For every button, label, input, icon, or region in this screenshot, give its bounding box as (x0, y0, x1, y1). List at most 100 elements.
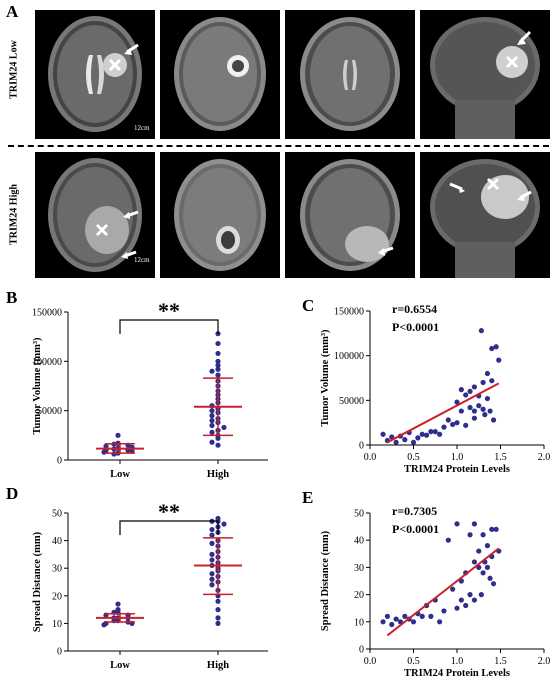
y-tick-label: 20 (52, 591, 62, 602)
data-point (445, 537, 451, 543)
y-tick-label: 50 (52, 509, 62, 520)
data-point (489, 526, 495, 532)
cross-marker (108, 58, 122, 72)
x-tick-label: 1.0 (451, 452, 464, 463)
data-point (209, 526, 215, 533)
row-label-trim24-high: TRIM24 High (8, 184, 20, 245)
cross-marker (486, 177, 500, 191)
mri-image-high-3 (285, 152, 415, 278)
data-point (215, 372, 221, 378)
y-tick-label: 10 (52, 619, 62, 630)
y-tick-label: 50000 (339, 396, 364, 407)
data-point (482, 412, 488, 418)
data-point (493, 344, 499, 350)
y-axis-label: Spread Distance (mm) (320, 530, 331, 631)
data-point (487, 408, 493, 414)
correlation-label: r=0.6554 (392, 302, 437, 316)
panel-letter-b: B (6, 288, 18, 307)
data-point (423, 432, 430, 438)
data-point (450, 421, 456, 428)
data-point (209, 413, 215, 419)
x-tick-label: 2.0 (538, 656, 551, 667)
data-point (490, 417, 497, 423)
scale-label: 12cm (134, 124, 150, 132)
data-point (484, 543, 491, 549)
data-point (471, 597, 477, 603)
x-tick-label: 2.0 (538, 452, 551, 463)
y-tick-label: 0 (359, 645, 364, 656)
data-point (441, 424, 447, 430)
data-point (209, 429, 215, 435)
data-point (410, 619, 417, 625)
data-point (480, 406, 486, 412)
y-axis-label: Tumor Volume (mm³) (32, 337, 43, 435)
data-point (478, 328, 484, 334)
y-tick-label: 0 (359, 441, 364, 452)
mri-image-high-1: 12cm (35, 152, 155, 278)
y-tick-label: 100000 (334, 351, 364, 362)
data-point (209, 557, 215, 563)
data-point (209, 540, 215, 546)
mri-image-high-2 (160, 152, 280, 278)
mri-image-low-4 (420, 10, 550, 139)
data-point (463, 602, 469, 609)
y-tick-label: 100000 (32, 357, 62, 368)
data-point (209, 576, 215, 582)
y-tick-label: 150000 (32, 308, 62, 319)
x-tick-label: High (207, 660, 229, 671)
mri-image-low-2 (160, 10, 280, 139)
data-point (463, 422, 469, 428)
y-tick-label: 0 (57, 647, 62, 658)
data-point (489, 378, 495, 384)
data-point (419, 613, 425, 619)
data-point (432, 429, 438, 435)
data-point (380, 431, 386, 437)
data-point (215, 362, 221, 368)
significance-label: ** (158, 499, 180, 524)
data-point (489, 345, 495, 352)
data-point (115, 601, 121, 607)
data-point (209, 408, 215, 414)
chart-d-spread-distance-by-group: 0 10 20 30 40 50 Spread Distance (mm) Low High ** (0, 488, 280, 678)
y-tick-label: 0 (57, 456, 62, 467)
data-point (490, 581, 497, 587)
p-value-label: P<0.0001 (392, 522, 439, 536)
data-point (380, 619, 386, 625)
data-point (467, 404, 473, 411)
x-tick-label: 0.0 (364, 452, 377, 463)
data-point (389, 621, 395, 628)
panel-letter-d: D (6, 484, 19, 503)
significance-bracket (119, 520, 219, 535)
data-point (484, 564, 491, 570)
data-point (441, 608, 447, 614)
x-tick-label: High (207, 469, 229, 480)
x-axis-label: TRIM24 Protein Levels (404, 668, 510, 679)
x-tick-label: 1.5 (494, 656, 507, 667)
data-point (209, 532, 215, 538)
regression-line (386, 382, 500, 444)
row-label-trim24-low: TRIM24 Low (8, 40, 20, 99)
mri-image-low-1: 12cm (35, 10, 155, 139)
data-point (480, 532, 486, 538)
data-point (484, 370, 491, 377)
data-point (101, 449, 107, 455)
data-point (221, 424, 227, 431)
data-point (111, 451, 117, 457)
data-point (493, 526, 499, 532)
mri-image-low-3 (285, 10, 415, 139)
data-point (484, 395, 491, 402)
data-point (471, 384, 477, 390)
y-tick-label: 40 (354, 536, 364, 547)
regression-line (386, 547, 500, 637)
data-point (454, 420, 460, 426)
chart-b-tumor-volume-by-group: 0 50000 100000 150000 Tumor Volume (mm³) Low H… (0, 290, 280, 480)
y-tick-label: 10 (354, 617, 364, 628)
y-axis-label: Tumor Volume (mm³) (320, 329, 331, 427)
x-axis-label: TRIM24 Protein Levels (404, 464, 510, 475)
data-point (209, 368, 215, 374)
data-point (101, 622, 107, 628)
data-point (209, 439, 215, 445)
data-point (467, 592, 473, 598)
panel-letter-a: A (6, 2, 19, 21)
data-point (437, 431, 443, 437)
